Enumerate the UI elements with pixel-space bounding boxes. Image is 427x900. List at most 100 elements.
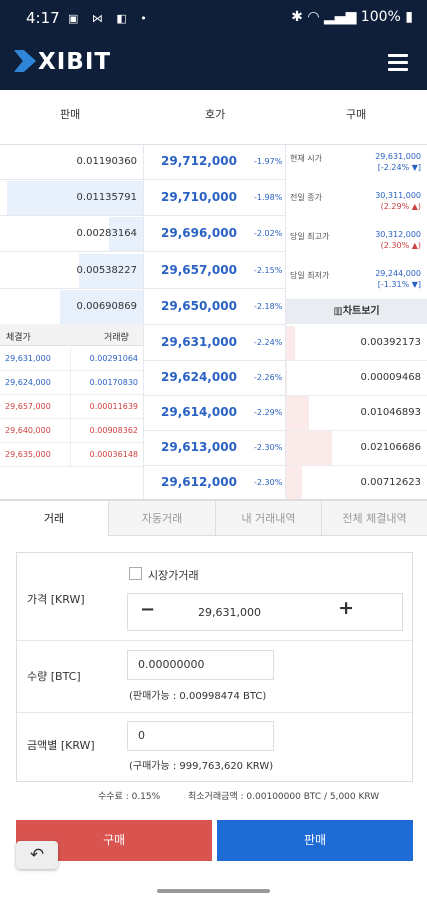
gesture-nav-bar[interactable]	[157, 889, 270, 893]
bid-qty: 0.02106686	[360, 442, 421, 453]
bid-price: 29,614,000	[161, 405, 237, 419]
decrease-price-button[interactable]: −	[140, 599, 156, 620]
price-label: 가격 [KRW]	[27, 593, 85, 606]
trade-row: 29,657,000 0.00011639	[0, 395, 143, 419]
increase-price-button[interactable]: +	[338, 597, 354, 619]
bid-qty-row[interactable]: 0.00712623	[286, 465, 427, 501]
tab-auto-trade[interactable]: 자동거래	[108, 501, 215, 536]
bid-depth-bar	[286, 396, 309, 430]
ask-qty-row[interactable]: 0.01190360	[0, 144, 143, 180]
trade-price: 29,635,000	[5, 450, 51, 459]
sell-button[interactable]: 판매	[217, 820, 413, 861]
ask-price-row[interactable]: 29,710,000 -1.98%	[143, 180, 286, 217]
trade-amount: 0.00036148	[89, 450, 138, 459]
status-right: ✱ ◠ ▂▄▆ 100% ▮	[291, 9, 413, 25]
bid-qty: 0.00712623	[360, 477, 421, 488]
bid-qty-row[interactable]: 0.00009468	[286, 360, 427, 396]
bluetooth-icon: ✱	[291, 9, 303, 25]
info-percent: [-2.24% ▼]	[377, 163, 421, 172]
ask-qty: 0.00538227	[76, 264, 137, 276]
ask-price: 29,657,000	[161, 262, 237, 277]
bid-price: 29,612,000	[161, 475, 237, 489]
ask-price-row[interactable]: 29,657,000 -2.15%	[143, 252, 286, 289]
ask-qty-row[interactable]: 0.00538227	[0, 253, 143, 289]
trade-amount: 0.00170830	[89, 378, 138, 387]
coin-selector-strip[interactable]	[0, 90, 427, 96]
ask-price: 29,712,000	[161, 154, 237, 168]
qty-hint: (판매가능 : 0.00998474 BTC)	[129, 691, 267, 702]
bid-qty: 0.01046893	[360, 407, 421, 418]
fee-text: 수수료 : 0.15%	[98, 792, 161, 802]
bid-qty-row[interactable]: 0.00392173	[286, 325, 427, 361]
ask-qty-row[interactable]: 0.01135791	[0, 180, 143, 217]
bid-qty: 0.00392173	[360, 337, 421, 348]
ask-qty: 0.01190360	[76, 156, 137, 167]
trade-price: 29,631,000	[5, 354, 51, 363]
amount-label: 금액별 [KRW]	[27, 739, 95, 752]
market-order-label: 시장가거래	[148, 569, 199, 582]
ask-qty-row[interactable]: 0.00690869	[0, 289, 143, 325]
ask-price: 29,710,000	[161, 190, 237, 205]
bid-depth-bar	[286, 431, 332, 465]
trade-amount: 0.00291064	[89, 354, 138, 363]
app-bar: XIBIT	[0, 34, 427, 90]
info-label: 현재 시가	[290, 154, 322, 163]
ask-depth-bar	[7, 181, 143, 216]
bid-price-row[interactable]: 29,612,000 -2.30%	[143, 465, 286, 501]
amount-hint: (구매가능 : 999,763,620 KRW)	[129, 761, 274, 772]
buy-button[interactable]: 구매	[16, 820, 212, 861]
bid-qty-row[interactable]: 0.02106686	[286, 430, 427, 466]
bid-price-row[interactable]: 29,614,000 -2.29%	[143, 395, 286, 431]
bid-price: 29,631,000	[161, 335, 237, 349]
qty-label: 수량 [BTC]	[27, 670, 81, 683]
brand-name: XIBIT	[38, 49, 112, 75]
ask-depth-bar	[78, 253, 143, 288]
price-input[interactable]: − 29,631,000 +	[127, 593, 403, 631]
trade-price: 29,624,000	[5, 378, 51, 387]
signal-icon: ▂▄▆	[324, 9, 357, 25]
brand-logo[interactable]: XIBIT	[14, 49, 111, 75]
info-label: 당일 최고가	[290, 232, 330, 241]
bid-change: -2.30%	[254, 443, 283, 452]
ask-depth-bar	[108, 217, 143, 252]
status-time: 4:17	[26, 9, 60, 27]
chart-view-button[interactable]: ▥차트보기	[286, 300, 427, 324]
trade-price: 29,657,000	[5, 402, 51, 411]
ask-price-row[interactable]: 29,712,000 -1.97%	[143, 144, 286, 180]
bid-change: -2.26%	[254, 373, 283, 382]
trade-row: 29,631,000 0.00291064	[0, 347, 143, 371]
ask-price-row[interactable]: 29,696,000 -2.02%	[143, 216, 286, 253]
amount-input[interactable]: 0	[127, 721, 274, 751]
ask-price-row[interactable]: 29,650,000 -2.18%	[143, 288, 286, 325]
info-label: 당일 최저가	[290, 271, 330, 280]
tab-trade[interactable]: 거래	[0, 501, 108, 536]
tab-my-history[interactable]: 내 거래내역	[215, 501, 321, 536]
info-value: 29,244,000	[375, 269, 421, 278]
order-form: 시장가거래 가격 [KRW] − 29,631,000 + 수량 [BTC] 0…	[16, 552, 413, 782]
bid-qty-row[interactable]: 0.01046893	[286, 395, 427, 431]
tab-all-trades[interactable]: 전체 체결내역	[321, 501, 427, 536]
back-arrow-icon[interactable]: ↶	[16, 841, 58, 869]
status-bar: 4:17 ▣ ⋈ ◧ • ✱ ◠ ▂▄▆ 100% ▮	[0, 0, 427, 34]
info-percent: (2.29% ▲)	[380, 202, 421, 211]
bid-change: -2.29%	[254, 408, 283, 417]
bid-price-row[interactable]: 29,631,000 -2.24%	[143, 325, 286, 361]
ask-qty-row[interactable]: 0.00283164	[0, 216, 143, 253]
bid-price-row[interactable]: 29,613,000 -2.30%	[143, 430, 286, 466]
qty-input[interactable]: 0.00000000	[127, 650, 274, 680]
bid-price-row[interactable]: 29,624,000 -2.26%	[143, 360, 286, 396]
trades-amount-header: 거래량	[104, 333, 129, 343]
market-order-checkbox[interactable]	[129, 567, 142, 580]
market-info-panel: 현재 시가 29,631,000 [-2.24% ▼] 전일 종가 30,311,…	[286, 144, 427, 300]
buy-header: 구매	[346, 108, 367, 121]
ask-qty: 0.00283164	[76, 228, 137, 240]
ask-qty: 0.00690869	[76, 300, 137, 312]
bid-price: 29,613,000	[161, 440, 237, 454]
ask-price: 29,650,000	[161, 298, 237, 313]
trades-price-header: 체결가	[6, 333, 31, 343]
info-percent: [-1.31% ▼]	[377, 280, 421, 289]
hamburger-menu-icon[interactable]	[388, 54, 408, 71]
ask-change: -2.18%	[254, 301, 283, 311]
trade-row: 29,624,000 0.00170830	[0, 371, 143, 395]
trade-amount: 0.00011639	[89, 402, 138, 411]
